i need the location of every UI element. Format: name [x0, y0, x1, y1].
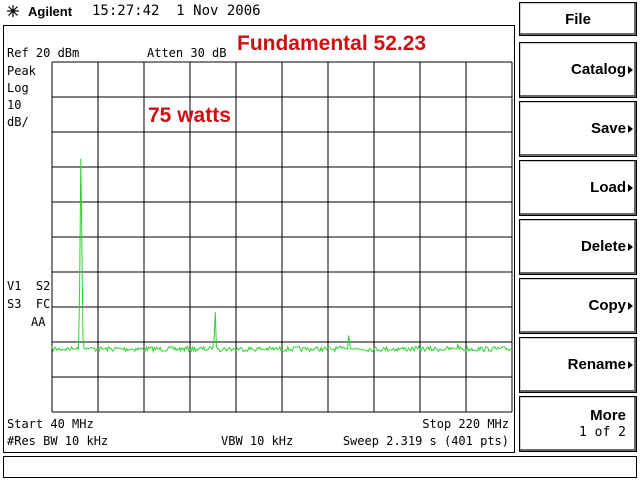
left-label: 10 — [7, 98, 22, 112]
softkey-label: More — [590, 407, 626, 424]
stop-freq: Stop 220 MHz — [422, 417, 509, 431]
annotation-power: 75 watts — [148, 104, 231, 127]
status-label: AA — [31, 315, 46, 329]
status-bar — [3, 456, 637, 478]
softkey[interactable]: Catalog — [519, 42, 637, 98]
attenuation: Atten 30 dB — [147, 46, 227, 60]
softkey[interactable]: Copy — [519, 278, 637, 334]
softkey-label: Load — [590, 179, 626, 196]
display — [3, 25, 515, 453]
softkey-label: Catalog — [570, 61, 626, 78]
start-freq: Start 40 MHz — [7, 417, 94, 431]
softkey-sub: 1 of 2 — [579, 425, 626, 440]
menu-title: File — [519, 2, 637, 36]
status-label: V1 S2 — [7, 279, 51, 293]
graticule — [51, 61, 513, 413]
softkey[interactable]: More 1 of 2 — [519, 396, 637, 452]
annotation-title: Fundamental 52.23 — [237, 32, 427, 55]
ref-level: Ref 20 dBm — [7, 46, 80, 60]
submenu-arrow — [628, 302, 633, 310]
left-label: Peak — [7, 64, 36, 78]
datetime: 15:27:42 1 Nov 2006 — [92, 3, 261, 19]
status-label: S3 FC — [7, 297, 51, 311]
brand: Agilent — [28, 4, 73, 19]
softkey-label: Rename — [567, 356, 626, 373]
left-label: dB/ — [7, 115, 29, 129]
submenu-arrow — [628, 66, 633, 74]
vbw: VBW 10 kHz — [221, 434, 294, 448]
submenu-arrow — [628, 243, 633, 251]
softkey[interactable]: Delete — [519, 219, 637, 275]
left-label: Log — [7, 81, 29, 95]
submenu-arrow — [628, 184, 633, 192]
logo — [7, 5, 19, 17]
submenu-arrow — [628, 125, 633, 133]
softkey-label: Save — [590, 120, 626, 137]
submenu-arrow — [628, 361, 633, 369]
softkey-label: Copy — [588, 297, 627, 314]
res-bw: #Res BW 10 kHz — [7, 434, 109, 448]
softkey[interactable]: Load — [519, 160, 637, 216]
softkey-label: Delete — [580, 238, 626, 255]
softkey[interactable]: Save — [519, 101, 637, 157]
sweep: Sweep 2.319 s (401 pts) — [342, 434, 509, 448]
softkey[interactable]: Rename — [519, 337, 637, 393]
trace — [51, 158, 513, 354]
menu-title-text: File — [565, 11, 591, 28]
